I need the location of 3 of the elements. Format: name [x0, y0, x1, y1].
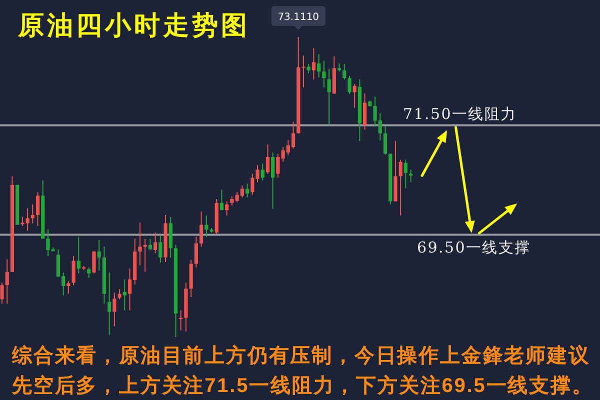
annotation: 73.1110 — [278, 12, 320, 23]
title: 原油四小时走势图 — [18, 11, 250, 41]
annotation: 综合来看，原油目前上方仍有压制，今日操作上金鋒老师建议先空后多，上方关注71.5一线阻力，下方关注69.5一线支撑。 — [12, 345, 594, 397]
